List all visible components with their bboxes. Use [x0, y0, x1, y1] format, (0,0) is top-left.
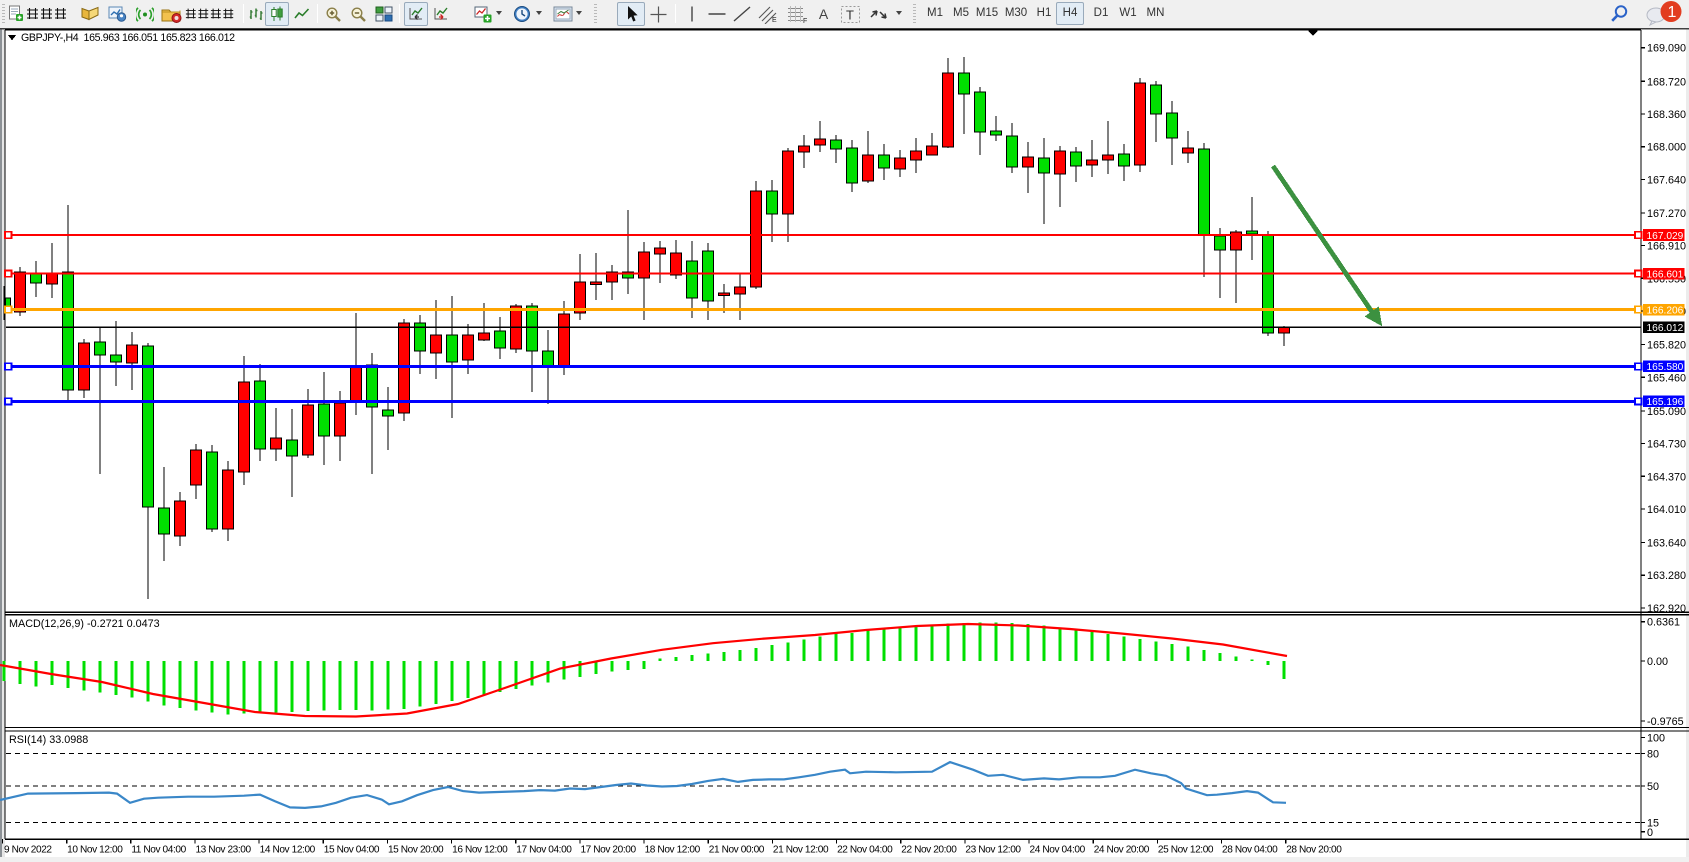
svg-text:9 Nov 2022: 9 Nov 2022 [4, 845, 52, 856]
svg-text:13 Nov 23:00: 13 Nov 23:00 [195, 845, 251, 856]
svg-text:50: 50 [1647, 781, 1659, 793]
svg-text:24 Nov 04:00: 24 Nov 04:00 [1030, 845, 1086, 856]
svg-text:11 Nov 04:00: 11 Nov 04:00 [131, 845, 186, 856]
svg-text:165.580: 165.580 [1647, 362, 1684, 373]
svg-text:1: 1 [1668, 4, 1677, 21]
svg-text:15: 15 [1647, 818, 1659, 830]
svg-text:165.090: 165.090 [1647, 406, 1686, 418]
svg-text:-0.9765: -0.9765 [1647, 716, 1684, 728]
svg-text:166.601: 166.601 [1647, 270, 1684, 281]
svg-text:167.270: 167.270 [1647, 208, 1686, 220]
svg-text:28 Nov 04:00: 28 Nov 04:00 [1222, 845, 1278, 856]
svg-text:MACD(12,26,9) -0.2721 0.0473: MACD(12,26,9) -0.2721 0.0473 [9, 618, 160, 630]
svg-text:T: T [846, 7, 854, 22]
svg-text:163.280: 163.280 [1647, 570, 1686, 582]
svg-text:163.640: 163.640 [1647, 538, 1686, 550]
svg-text:14 Nov 12:00: 14 Nov 12:00 [260, 845, 316, 856]
svg-text:165.196: 165.196 [1647, 397, 1684, 408]
svg-text:162.920: 162.920 [1647, 603, 1686, 615]
svg-text:167.640: 167.640 [1647, 174, 1686, 186]
svg-text:15 Nov 20:00: 15 Nov 20:00 [388, 845, 444, 856]
svg-text:10 Nov 12:00: 10 Nov 12:00 [67, 845, 123, 856]
svg-text:0.6361: 0.6361 [1647, 617, 1680, 629]
svg-text:15 Nov 04:00: 15 Nov 04:00 [324, 845, 380, 856]
svg-text:23 Nov 12:00: 23 Nov 12:00 [965, 845, 1021, 856]
svg-text:RSI(14) 33.0988: RSI(14) 33.0988 [9, 734, 88, 746]
svg-text:28 Nov 20:00: 28 Nov 20:00 [1286, 845, 1342, 856]
svg-text:164.010: 164.010 [1647, 504, 1686, 516]
svg-text:164.730: 164.730 [1647, 439, 1686, 451]
svg-text:100: 100 [1647, 733, 1665, 745]
svg-text:17 Nov 04:00: 17 Nov 04:00 [516, 845, 572, 856]
svg-text:166.206: 166.206 [1647, 305, 1684, 316]
svg-text:21 Nov 00:00: 21 Nov 00:00 [709, 845, 765, 856]
svg-text:165.820: 165.820 [1647, 340, 1686, 352]
svg-text:17 Nov 20:00: 17 Nov 20:00 [580, 845, 636, 856]
svg-text:25 Nov 12:00: 25 Nov 12:00 [1158, 845, 1214, 856]
svg-text:166.012: 166.012 [1647, 323, 1684, 334]
svg-text:169.090: 169.090 [1647, 43, 1686, 55]
svg-text:164.370: 164.370 [1647, 471, 1686, 483]
svg-text:22 Nov 20:00: 22 Nov 20:00 [901, 845, 957, 856]
svg-text:24 Nov 20:00: 24 Nov 20:00 [1094, 845, 1150, 856]
svg-text:18 Nov 12:00: 18 Nov 12:00 [645, 845, 701, 856]
svg-text:165.460: 165.460 [1647, 372, 1686, 384]
svg-text:0.00: 0.00 [1647, 656, 1668, 668]
svg-text:E: E [772, 17, 777, 24]
svg-text:168.360: 168.360 [1647, 109, 1686, 121]
svg-text:16 Nov 12:00: 16 Nov 12:00 [452, 845, 508, 856]
svg-text:80: 80 [1647, 748, 1659, 760]
svg-text:22 Nov 04:00: 22 Nov 04:00 [837, 845, 893, 856]
svg-text:0: 0 [1647, 827, 1653, 839]
svg-text:GBPJPY-,H4 165.963 166.051 16: GBPJPY-,H4 165.963 166.051 165.823 166.0… [21, 32, 235, 44]
svg-text:166.910: 166.910 [1647, 241, 1686, 253]
svg-text:F: F [803, 18, 807, 24]
svg-text:168.720: 168.720 [1647, 76, 1686, 88]
svg-text:167.029: 167.029 [1647, 231, 1684, 242]
svg-text:168.000: 168.000 [1647, 142, 1686, 154]
svg-text:21 Nov 12:00: 21 Nov 12:00 [773, 845, 829, 856]
